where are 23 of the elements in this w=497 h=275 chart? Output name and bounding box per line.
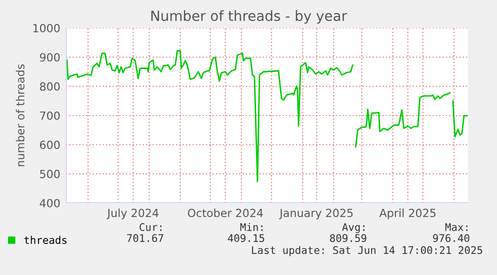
text: Min: (240, 222, 262, 231)
y-tick-label: 900 (40, 53, 60, 62)
y-tick-label: 700 (40, 111, 60, 120)
legend-label: threads (24, 236, 66, 244)
text: Avg: (342, 223, 364, 234)
text: 976.40 (433, 234, 470, 242)
y-tick-label: 1000 (33, 24, 60, 32)
y-tick-label: 800 (40, 82, 60, 91)
y-tick-label: 500 (40, 170, 60, 178)
y-tick-label: 400 (40, 198, 60, 208)
x-tick-label: October 2024 (188, 208, 263, 218)
text: Max: (445, 223, 468, 232)
text: Last update: Sat Jun 14 17:00:21 2025 (252, 246, 482, 256)
x-tick-label: April 2025 (379, 208, 436, 220)
x-tick-label: July 2024 (106, 208, 158, 220)
y-axis-title: number of threads (16, 64, 24, 166)
text: 409.15 (228, 234, 264, 242)
text: 701.67 (127, 234, 164, 242)
chart-title: Number of threads - by year (151, 10, 348, 24)
text: Cur: (140, 223, 162, 232)
text: 809.59 (330, 234, 366, 242)
y-tick-label: 600 (40, 140, 60, 150)
x-tick-label: January 2025 (279, 208, 353, 220)
